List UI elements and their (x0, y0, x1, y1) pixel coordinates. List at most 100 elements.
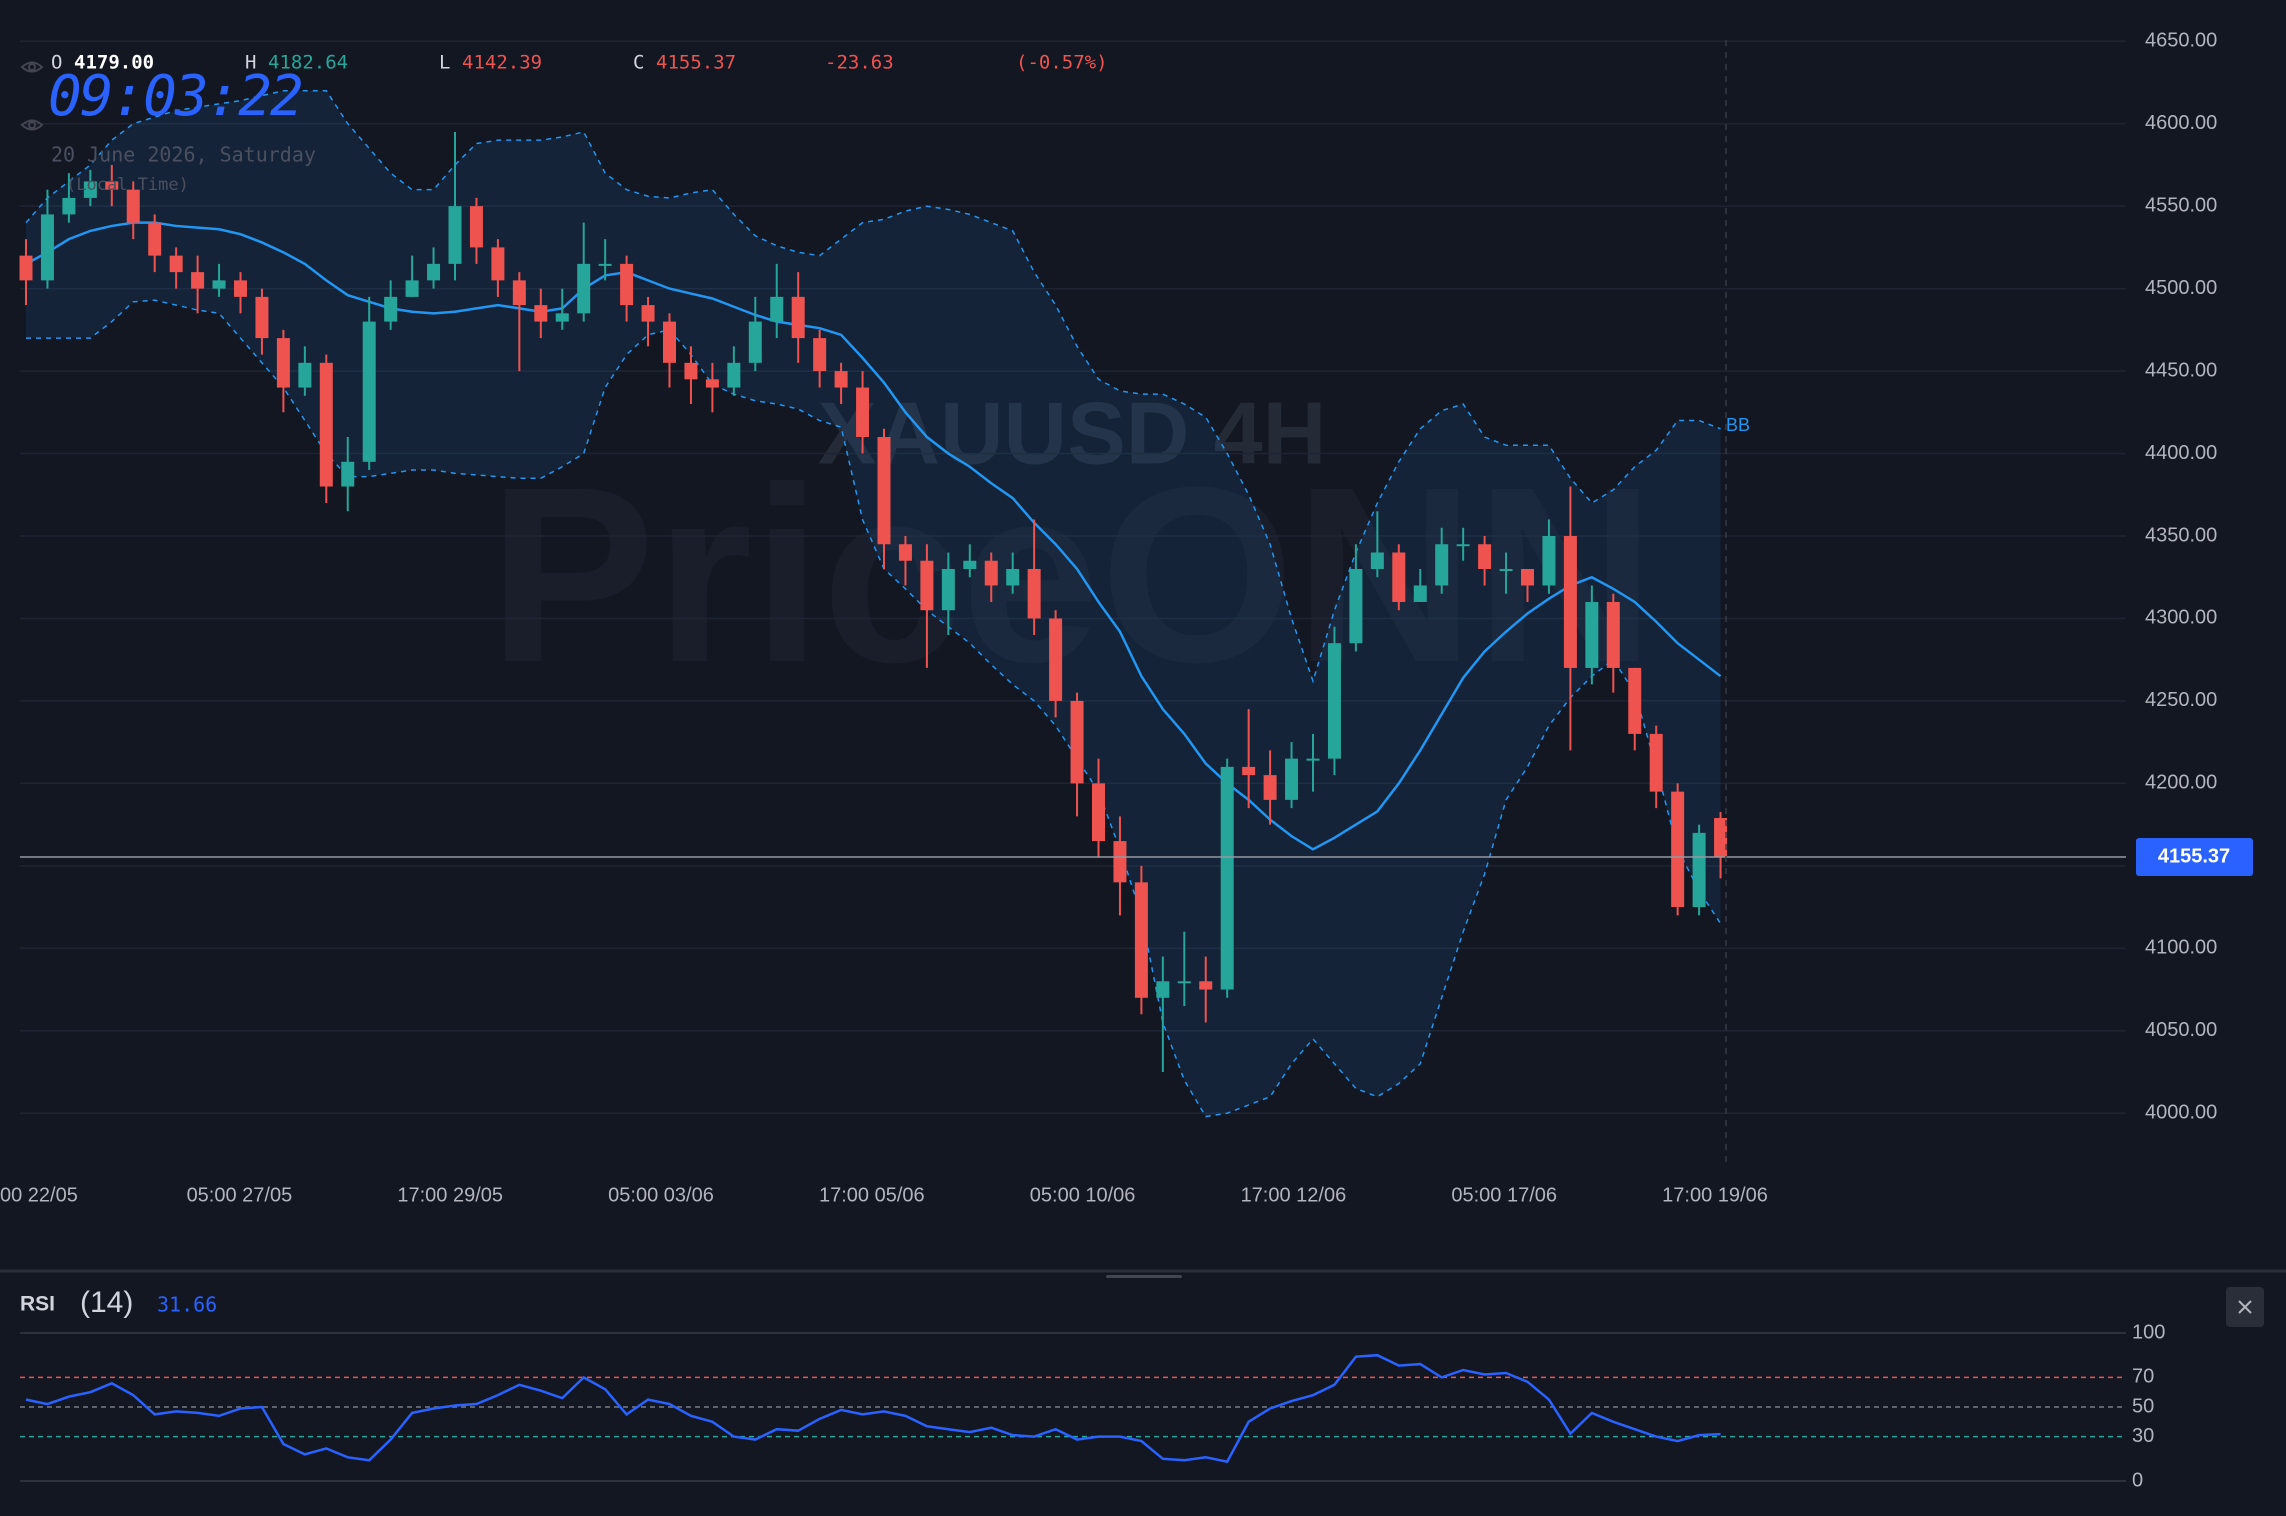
candle-body (512, 280, 526, 306)
candle-body (1585, 601, 1599, 668)
candle-body (984, 560, 998, 586)
candle-body (748, 321, 762, 363)
candle-body (40, 214, 54, 281)
rsi-tick-label: 50 (2132, 1395, 2154, 1417)
candle-body (1177, 981, 1191, 984)
candle-body (1606, 601, 1620, 668)
legend-value: 4142.39 (462, 52, 542, 74)
band-fill (26, 90, 1721, 1117)
candle-body (1692, 832, 1706, 908)
candle-body (234, 280, 247, 297)
rsi-tick-label: 70 (2132, 1366, 2154, 1388)
x-tick-label: 05:00 17/06 (1451, 1184, 1557, 1206)
candle-body (1435, 544, 1449, 586)
candle-body (1370, 552, 1384, 569)
x-tick-label: 17:00 05/06 (819, 1184, 925, 1206)
candle-body (1456, 544, 1470, 547)
candle-body (941, 568, 955, 611)
close-button[interactable] (2226, 1287, 2264, 1327)
band-upper (25, 89, 1721, 684)
candle-body (641, 305, 655, 322)
candle-body (1199, 981, 1213, 990)
band-lower (26, 299, 1722, 1118)
pane-handle[interactable] (1106, 1275, 1182, 1278)
legend-label: O (51, 52, 62, 74)
legend-label: H (245, 52, 256, 74)
candle-body (126, 189, 140, 223)
candle-body (212, 280, 226, 289)
candle-body (1413, 585, 1427, 602)
candle-body (770, 296, 784, 322)
rsi-pane: RSI (14) 31.66 0 30 50 70 100 (20, 1286, 2165, 1491)
candle-body (920, 560, 934, 611)
rsi-value: 31.66 (157, 1293, 217, 1317)
candle-body (705, 379, 719, 388)
legend-value: 4155.37 (656, 52, 736, 74)
y-tick-label: 4100.00 (2145, 937, 2217, 959)
candle-body (62, 197, 76, 215)
candle-body (1671, 791, 1685, 908)
symbol-watermark: XAUUSD 4H (818, 383, 1327, 482)
candle-body (1499, 568, 1513, 571)
rsi-name: RSI (20, 1293, 55, 1316)
candle-body (1027, 568, 1041, 619)
candle-body (877, 437, 891, 545)
candle-body (1327, 643, 1341, 759)
rsi-period: (14) (80, 1286, 133, 1319)
x-tick-label: 05:00 03/06 (608, 1184, 714, 1206)
candle-body (1263, 775, 1277, 800)
candle-body (598, 263, 612, 266)
candle-body (341, 461, 355, 487)
legend-value: 4179.00 (74, 52, 154, 74)
legend-change-pct: (-0.57%) (1016, 52, 1108, 74)
candle-body (577, 263, 591, 314)
bollinger-bands: BB (25, 89, 1750, 1118)
y-tick-label: 4300.00 (2145, 607, 2217, 629)
candle-body (1220, 766, 1234, 990)
legend-label: C (633, 52, 644, 74)
candle-body (1349, 568, 1363, 644)
candle-body (1049, 618, 1063, 701)
x-tick-label: 17:00 12/06 (1241, 1184, 1347, 1206)
rsi-line (25, 1353, 1721, 1464)
candle-body (620, 263, 634, 306)
candle-body (963, 560, 977, 569)
clock-time: 09:03:22 (48, 64, 302, 129)
candle-body (791, 296, 805, 339)
overlay: O 4179.00 H 4182.64 L 4142.39 C 4155.37 … (20, 52, 1108, 195)
candle-body (1113, 841, 1127, 883)
brand-watermark: PriceONN (488, 435, 1655, 714)
candle-body (319, 362, 333, 487)
candle-body (1070, 700, 1084, 784)
candle-body (491, 247, 505, 281)
x-tick-label: 05:00 10/06 (1030, 1184, 1136, 1206)
candle-body (1242, 766, 1256, 776)
candle-body (1649, 733, 1663, 792)
watermarks: XAUUSD 4H PriceONN (488, 383, 1655, 714)
clock-zone: (Local Time) (66, 175, 189, 195)
candle-body (298, 362, 312, 388)
candle-body (1714, 818, 1728, 857)
close-icon[interactable] (2238, 1300, 2252, 1314)
x-tick-label: 17:00 19/06 (1662, 1184, 1768, 1206)
candle-body (856, 387, 870, 438)
rsi-tick-label: 30 (2132, 1425, 2154, 1447)
candle-body (105, 181, 119, 190)
candle-body (276, 338, 290, 388)
candle-body (1134, 882, 1148, 998)
candle-body (1306, 758, 1320, 761)
y-tick-label: 4600.00 (2145, 112, 2217, 134)
x-tick-label: 00 22/05 (0, 1184, 78, 1206)
y-tick-label: 4200.00 (2145, 772, 2217, 794)
x-tick-label: 17:00 29/05 (397, 1184, 503, 1206)
indicator-label: BB (1726, 415, 1750, 435)
candle-body (1478, 544, 1492, 569)
candle-body (1563, 535, 1577, 668)
y-tick-label: 4500.00 (2145, 277, 2217, 299)
y-tick-label: 4050.00 (2145, 1019, 2217, 1041)
last-price-label: 4155.37 (2158, 845, 2230, 867)
candle-body (384, 296, 398, 322)
